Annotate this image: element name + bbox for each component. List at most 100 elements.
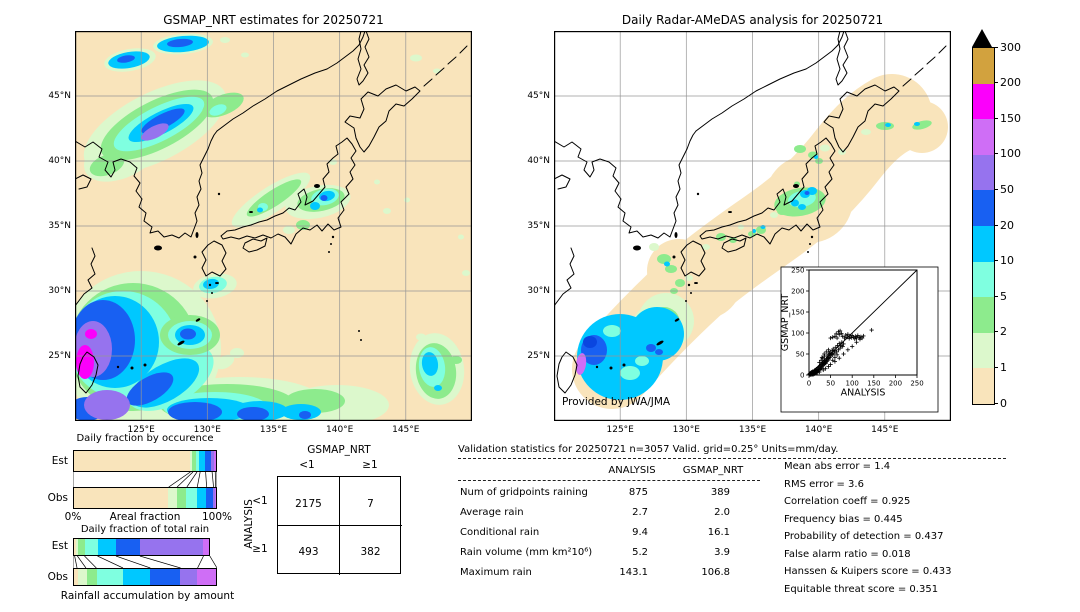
right-map-xtick: 125°E — [606, 425, 634, 435]
colorbar-segment — [973, 225, 994, 262]
stats-row-analysis-value: 2.7 — [632, 507, 648, 518]
stats-score-line: Mean abs error = 1.4 — [784, 461, 891, 472]
svg-text:0: 0 — [807, 380, 811, 388]
contingency-table: 2175 7 493 382 — [277, 476, 402, 575]
bar-segment — [96, 569, 124, 585]
totalrain-caption: Rainfall accumulation by amount — [60, 590, 235, 602]
stats-col-analysis: ANALYSIS — [608, 465, 656, 476]
stats-row-gsmap-value: 16.1 — [707, 527, 730, 538]
colorbar-segment — [973, 368, 994, 404]
stats-score-line: Correlation coeff = 0.925 — [784, 496, 911, 507]
colorbar-segment — [973, 83, 994, 120]
contingency-cell-10: 493 — [298, 546, 319, 558]
svg-text:150: 150 — [867, 380, 880, 388]
credit-text: Provided by JWA/JMA — [562, 396, 671, 408]
occurrence-title: Daily fraction by occurence — [76, 433, 214, 444]
colorbar-overflow-arrow — [972, 29, 992, 47]
colorbar-tick-mark — [994, 366, 998, 368]
stats-row-gsmap-value: 106.8 — [701, 567, 730, 578]
bar-segment — [74, 539, 76, 555]
bar-segment — [186, 488, 197, 508]
svg-text:100: 100 — [791, 330, 804, 338]
left-map-xtick: 135°E — [259, 425, 288, 435]
bar-segment — [196, 569, 216, 585]
colorbar-tick-mark — [994, 82, 998, 84]
totalrain-est-bar — [73, 538, 217, 556]
colorbar-tick-label: 5 — [1000, 289, 1007, 303]
bar-segment — [176, 488, 187, 508]
colorbar-segment — [973, 190, 994, 226]
bar-segment — [74, 569, 78, 585]
left-map-xtick: 140°E — [326, 425, 354, 435]
colorbar-tick-label: 50 — [1000, 182, 1014, 196]
right-map-xtick: 145°E — [871, 425, 899, 435]
stats-row-label: Conditional rain — [460, 527, 540, 538]
occurrence-est-bar — [73, 450, 217, 472]
bar-segment — [168, 488, 177, 508]
bar-segment — [180, 569, 197, 585]
svg-text:200: 200 — [791, 288, 804, 296]
colorbar-tick-mark — [994, 402, 998, 404]
colorbar-tick-mark — [994, 260, 998, 262]
bar-segment — [139, 539, 203, 555]
stats-row-gsmap-value: 2.0 — [714, 507, 730, 518]
colorbar-tick-label: 0 — [1000, 396, 1007, 410]
bar-segment — [78, 539, 86, 555]
bar-segment — [189, 451, 193, 471]
right-map-title: Daily Radar-AMeDAS analysis for 20250721 — [621, 13, 884, 27]
stacked-bar-fill — [73, 568, 217, 586]
bar-segment — [75, 539, 79, 555]
occurrence-est-label: Est — [51, 455, 68, 467]
right-map-xtick: 130°E — [672, 425, 700, 435]
colorbar-segment — [973, 119, 994, 155]
left-map-ytick: 40°N — [48, 156, 71, 166]
stacked-bar-fill — [73, 487, 217, 509]
left-map-ytick: 35°N — [48, 221, 71, 231]
stats-title: Validation statistics for 20250721 n=305… — [458, 444, 839, 455]
left-map-ytick: 30°N — [48, 286, 71, 296]
colorbar-tick-label: 300 — [1000, 40, 1021, 54]
plot-border — [75, 31, 472, 421]
contingency-cell-00: 2175 — [295, 498, 322, 510]
colorbar-segment — [973, 48, 994, 84]
bar-segment — [212, 488, 215, 508]
colorbar — [972, 47, 995, 405]
svg-text:0: 0 — [800, 372, 804, 380]
bar-segment — [123, 569, 151, 585]
right-map-ytick: 45°N — [527, 91, 550, 101]
stats-col-gsmap: GSMAP_NRT — [682, 465, 744, 476]
stats-score-line: Probability of detection = 0.437 — [784, 531, 944, 542]
stacked-bar-fill — [73, 538, 210, 556]
svg-text:ANALYSIS: ANALYSIS — [841, 388, 886, 399]
colorbar-tick-label: 20 — [1000, 218, 1014, 232]
bar-segment — [196, 488, 206, 508]
contingency-row-label-ge1: ≥1 — [252, 543, 268, 555]
right-map-ytick: 30°N — [527, 286, 550, 296]
stats-row-analysis-value: 5.2 — [632, 547, 648, 558]
plot-border — [554, 31, 951, 421]
contingency-col-title: GSMAP_NRT — [307, 444, 371, 456]
totalrain-obs-bar — [73, 568, 217, 586]
totalrain-est-label: Est — [51, 540, 68, 552]
stats-score-line: Frequency bias = 0.445 — [784, 513, 903, 525]
bar-segment — [85, 539, 99, 555]
bar-segment — [74, 451, 190, 471]
colorbar-segment — [973, 297, 994, 333]
stats-divider-top — [458, 458, 1006, 459]
occurrence-obs-label: Obs — [47, 492, 68, 504]
stats-divider-header — [458, 480, 760, 481]
colorbar-tick-label: 10 — [1000, 254, 1014, 268]
contingency-cell-01: 7 — [367, 498, 374, 510]
left-map-ytick: 25°N — [48, 351, 71, 361]
gsmap-precipitation-map — [75, 31, 472, 421]
stats-row-gsmap-value: 3.9 — [714, 547, 730, 558]
colorbar-tick-mark — [994, 224, 998, 226]
colorbar-tick-label: 100 — [1000, 147, 1021, 161]
stacked-bar-fill — [73, 450, 217, 472]
totalrain-obs-label: Obs — [47, 571, 68, 583]
areal-axis-right: 100% — [201, 511, 233, 523]
right-map-xtick: 140°E — [805, 425, 833, 435]
bar-segment — [211, 451, 215, 471]
stats-row-label: Average rain — [460, 507, 524, 518]
